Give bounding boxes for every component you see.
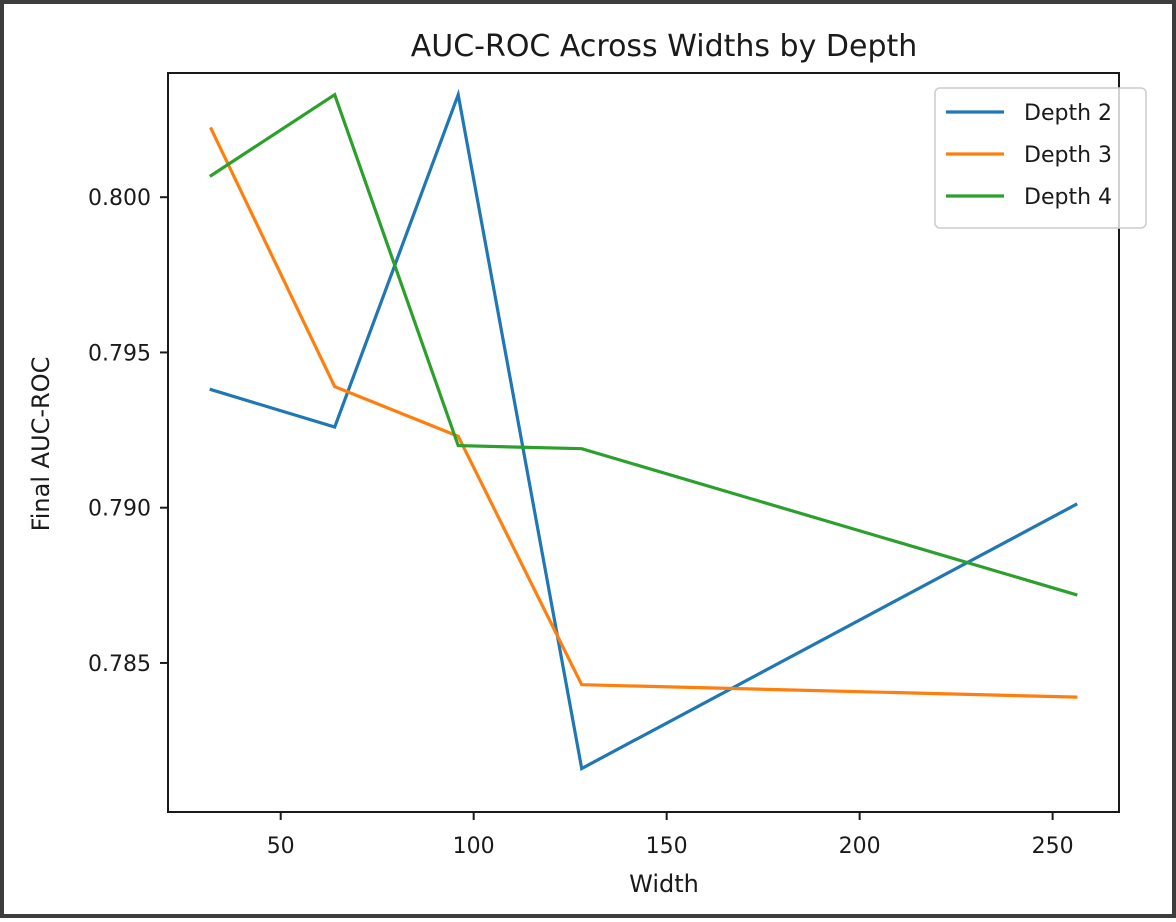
legend-label: Depth 4: [1024, 185, 1112, 210]
plot-area-border: [167, 72, 1120, 813]
y-tick-label: 0.800: [88, 186, 151, 211]
legend-label: Depth 2: [1024, 101, 1112, 126]
legend-label: Depth 3: [1024, 143, 1112, 168]
series-layer: [208, 88, 1078, 771]
ticks-layer: 50 100 150 200 250 0.785 0.790 0.795 0.800: [88, 186, 1074, 859]
y-tick-label: 0.790: [88, 497, 151, 522]
chart-canvas: AUC-ROC Across Widths by Depth Width Fin…: [27, 29, 1147, 898]
x-tick-label: 100: [453, 834, 495, 859]
x-tick-label: 150: [646, 834, 688, 859]
y-tick-label: 0.785: [88, 652, 151, 677]
x-tick-label: 250: [1032, 834, 1074, 859]
series-line-depth-2: [209, 88, 1078, 771]
x-tick-label: 200: [839, 834, 881, 859]
legend: Depth 2 Depth 3 Depth 4: [934, 87, 1147, 229]
y-axis-label: Final AUC-ROC: [27, 357, 55, 532]
legend-box: [934, 87, 1147, 229]
series-line-depth-3: [209, 126, 1078, 699]
x-axis-label: Width: [629, 870, 699, 898]
chart-title: AUC-ROC Across Widths by Depth: [411, 29, 918, 64]
x-tick-label: 50: [267, 834, 295, 859]
y-tick-label: 0.795: [88, 341, 151, 366]
series-line-depth-4: [208, 92, 1078, 597]
